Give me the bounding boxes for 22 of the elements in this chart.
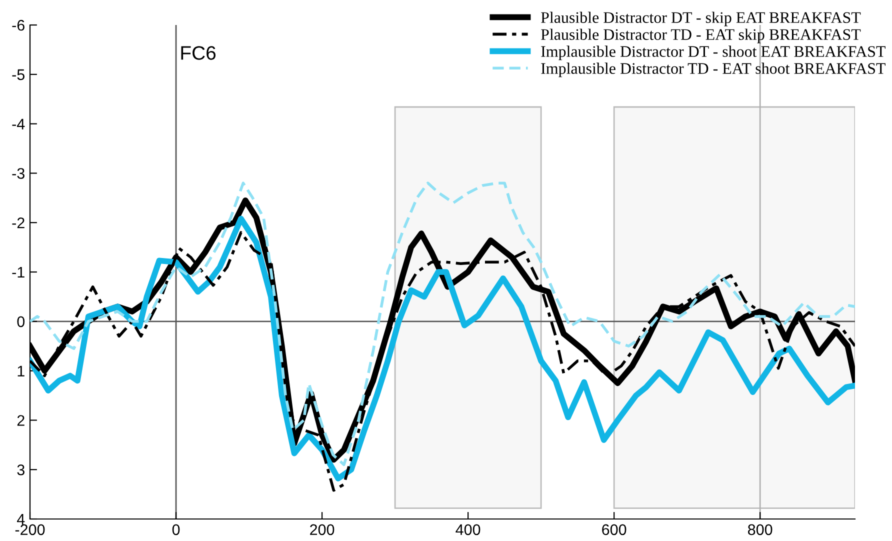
x-tick-label: -200	[15, 524, 45, 536]
y-tick-label: -1	[12, 267, 24, 278]
y-tick-label: -4	[12, 118, 25, 130]
legend-label: Implausible Distractor DT - shoot EAT BREAKFAST	[541, 46, 886, 60]
x-tick-label: 0	[172, 524, 180, 536]
legend-label: Implausible Distractor TD - EAT shoot BREAKFAST	[541, 62, 886, 78]
y-tick-label: -2	[12, 217, 24, 228]
y-tick-label: 2	[17, 415, 24, 426]
y-tick-label: -5	[12, 69, 24, 80]
y-tick-label: 0	[17, 316, 25, 328]
y-tick-label: 1	[18, 366, 24, 376]
x-tick-label: 400	[456, 524, 480, 536]
annotation: FC6	[181, 46, 216, 60]
x-tick-label: 200	[310, 524, 334, 536]
x-tick-label: 800	[748, 524, 772, 536]
legend-label: Plausible Distractor TD - EAT skip BREAKFAST	[541, 28, 861, 44]
legend-label: Plausible Distractor DT - skip EAT BREAKFAST	[541, 12, 861, 26]
y-tick-label: 3	[17, 464, 24, 476]
x-tick-label: 600	[602, 524, 626, 536]
y-tick-label: -3	[12, 168, 24, 179]
y-tick-label: -6	[12, 20, 24, 31]
y-tick-label: 4	[16, 514, 25, 525]
